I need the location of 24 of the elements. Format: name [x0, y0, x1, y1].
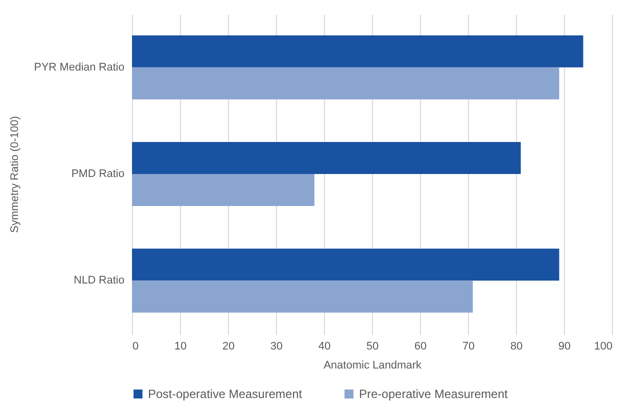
x-tick-label: 50: [366, 340, 379, 352]
x-tick-label: 60: [414, 340, 427, 352]
bar: [132, 174, 314, 206]
x-axis-title: Anatomic Landmark: [324, 360, 422, 372]
x-tick-label: 0: [132, 340, 139, 352]
bar: [132, 280, 473, 313]
x-tick-label: 20: [222, 340, 235, 352]
bar: [132, 142, 521, 174]
x-tick-label: 10: [174, 340, 187, 352]
x-tick-label: 100: [594, 340, 612, 352]
x-tick-label: 90: [558, 340, 571, 352]
legend-label: Post-operative Measurement: [148, 387, 303, 401]
y-tick-label: PMD Ratio: [71, 168, 124, 180]
bar: [132, 35, 584, 68]
x-tick-label: 80: [510, 340, 523, 352]
bar: [132, 248, 560, 281]
x-tick-label: 30: [270, 340, 283, 352]
x-tick-label: 70: [462, 340, 475, 352]
bar: [132, 67, 560, 100]
y-axis-title: Symmetry Ratio (0-100): [9, 116, 22, 233]
x-tick-label: 40: [318, 340, 331, 352]
y-tick-label: NLD Ratio: [74, 274, 124, 287]
legend-label: Pre-operative Measurement: [359, 387, 508, 401]
y-tick-label: PYR Median Ratio: [34, 61, 124, 74]
